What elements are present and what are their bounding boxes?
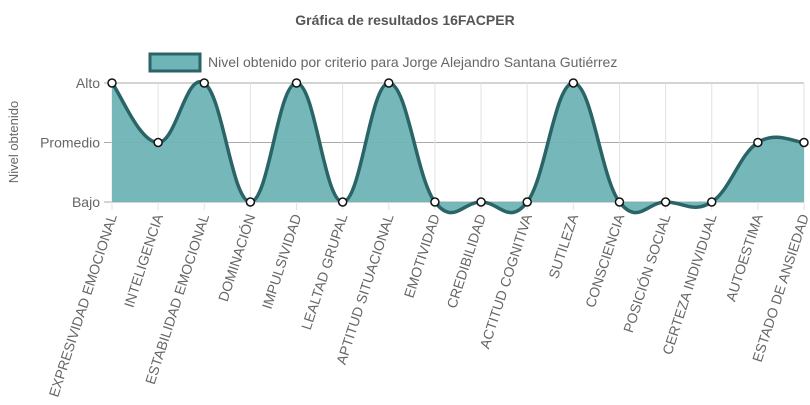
area: [112, 81, 804, 213]
point: [660, 197, 671, 207]
y-tick-label: Promedio: [40, 135, 100, 151]
point: [522, 197, 532, 207]
point: [245, 197, 256, 207]
x-tick-label: INTELIGENCIA: [121, 211, 166, 309]
point: [107, 78, 117, 88]
point: [614, 197, 625, 207]
x-tick-label: CERTEZA INDIVIDUAL: [659, 212, 720, 357]
point: [706, 197, 717, 207]
x-tick-label: IMPULSIVIDAD: [259, 212, 305, 311]
point: [799, 137, 809, 148]
x-tick-label: POSICIÓN SOCIAL: [620, 212, 674, 335]
x-tick-label: ACTITUD COGNITIVA: [476, 211, 535, 350]
point: [753, 137, 763, 148]
point: [153, 137, 163, 148]
point: [199, 78, 210, 88]
point: [291, 78, 302, 88]
y-tick-label: Alto: [76, 75, 100, 91]
x-tick-label: EXPRESIVIDAD EMOCIONAL: [45, 212, 119, 399]
legend-label: Nivel obtenido por criterio para Jorge A…: [208, 54, 617, 70]
x-tick-label: SUTILEZA: [545, 211, 581, 280]
chart-title: Gráfica de resultados 16FACPER: [295, 12, 514, 28]
point: [384, 78, 394, 88]
point: [430, 197, 440, 207]
x-tick-label: CONSCIENCIA: [582, 211, 627, 309]
y-tick-label: Bajo: [72, 194, 100, 210]
x-tick-label: CREDIBILIDAD: [443, 212, 489, 310]
y-axis-title: Nivel obtenido: [6, 101, 21, 183]
point: [568, 78, 579, 88]
x-tick-label: EMOTIVIDAD: [401, 212, 443, 300]
x-tick-label: LEALTAD GRUPAL: [298, 212, 351, 332]
point: [337, 197, 348, 207]
point: [476, 197, 486, 207]
x-tick-label: AUTOESTIMA: [722, 211, 765, 303]
legend-swatch: [148, 52, 202, 73]
x-tick-label: DOMINACIÓN: [215, 212, 258, 303]
